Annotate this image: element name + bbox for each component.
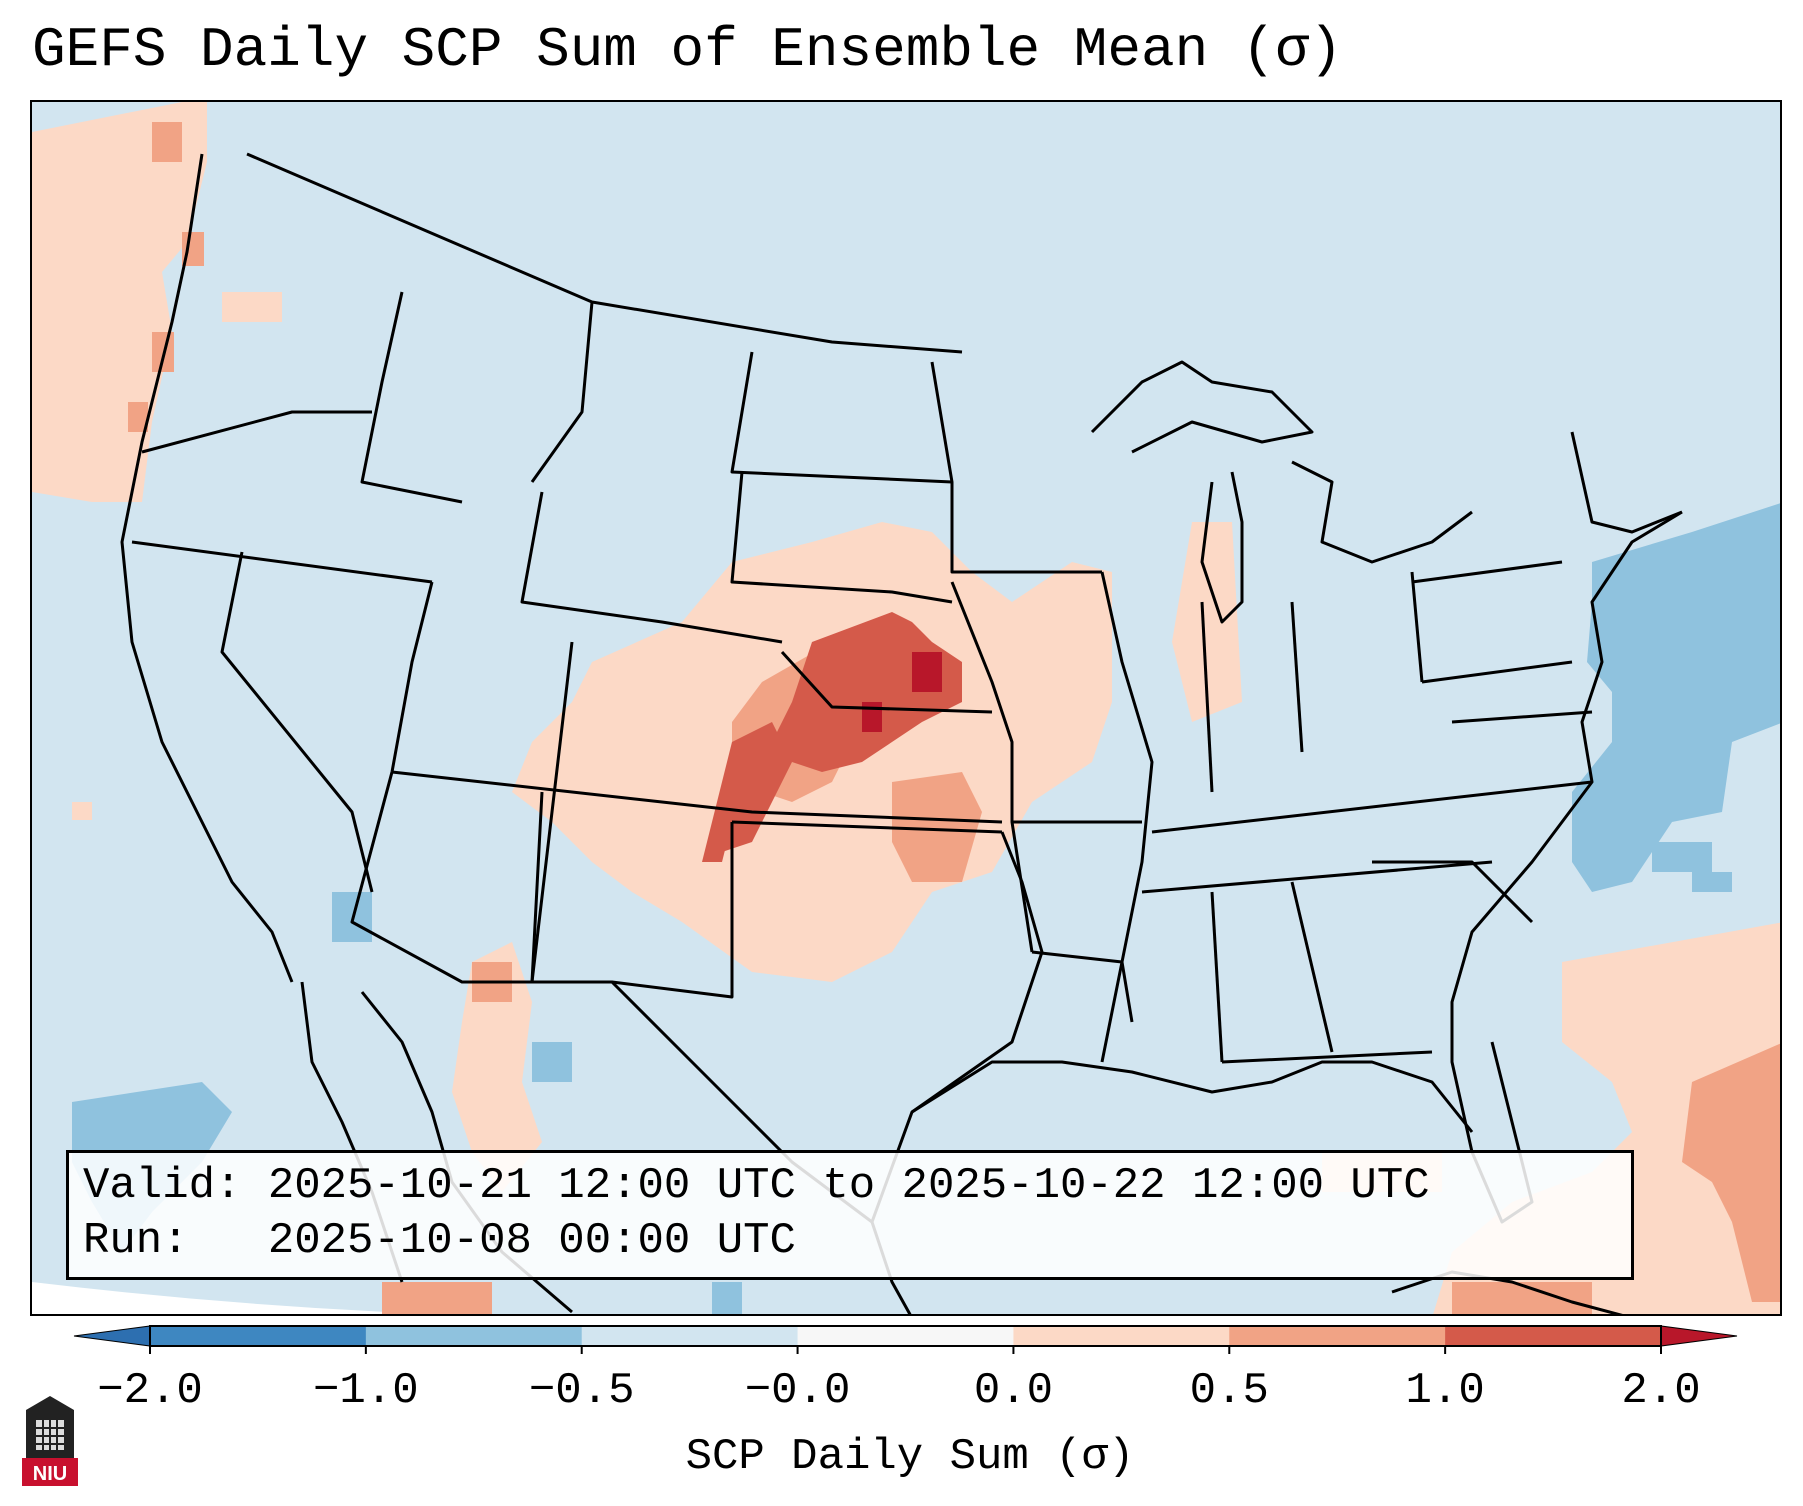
mn-ia-border bbox=[930, 361, 1102, 574]
colorbar-under-arrow bbox=[73, 1325, 151, 1347]
in-oh-border bbox=[1290, 601, 1304, 753]
ga-fl-border bbox=[1221, 1050, 1433, 1064]
anomaly-caribbean-strong bbox=[1452, 1043, 1780, 1314]
run-value: 2025-10-08 00:00 UTC bbox=[267, 1216, 796, 1266]
niu-logo: NIU bbox=[22, 1396, 78, 1486]
ca-nv-border bbox=[220, 551, 374, 893]
colorbar-label: SCP Daily Sum (σ) bbox=[685, 1432, 1135, 1482]
il-in-border bbox=[1200, 601, 1214, 793]
colorbar-tick-label: 0.5 bbox=[1189, 1366, 1269, 1416]
colorbar-segment bbox=[1229, 1326, 1446, 1346]
tn-south-border bbox=[1141, 860, 1493, 894]
logo-banner bbox=[22, 1458, 78, 1486]
nd-sd-border bbox=[730, 351, 953, 484]
colorbar-segment bbox=[1445, 1326, 1662, 1346]
nc-sc-border bbox=[1372, 860, 1534, 924]
lake-huron-erie bbox=[1291, 460, 1473, 564]
pa-south-border bbox=[1421, 660, 1573, 684]
colorbar-tick-label: −0.5 bbox=[528, 1366, 635, 1416]
ut-co-border bbox=[520, 491, 783, 644]
colorbar-segment bbox=[150, 1326, 367, 1346]
canada-border bbox=[246, 152, 963, 354]
anomaly-mexico-west-strong bbox=[382, 962, 512, 1314]
colorbar-outline bbox=[149, 1325, 1662, 1347]
valid-label: Valid: bbox=[83, 1161, 242, 1211]
or-ca-border bbox=[131, 540, 433, 584]
lake-michigan bbox=[1200, 471, 1244, 624]
ms-al-border bbox=[1210, 891, 1224, 1063]
anomaly-pacific-nw bbox=[32, 102, 282, 820]
colorbar bbox=[73, 1325, 1738, 1354]
gulf-coast bbox=[911, 1060, 1474, 1133]
ia-mo-border bbox=[950, 581, 1034, 953]
id-mt-border bbox=[360, 291, 463, 504]
colorbar-segment bbox=[581, 1326, 799, 1346]
colorbar-tick-label: 1.0 bbox=[1405, 1366, 1485, 1416]
run-label: Run: bbox=[83, 1216, 189, 1266]
logo-grid bbox=[36, 1420, 64, 1450]
colorbar-tick-label: 2.0 bbox=[1621, 1366, 1701, 1416]
mt-nd-border bbox=[530, 301, 594, 483]
oh-pa-border bbox=[1410, 571, 1424, 683]
mississippi-river bbox=[1100, 571, 1154, 1023]
colorbar-segments bbox=[150, 1326, 1662, 1346]
pacific-coast bbox=[120, 153, 294, 983]
new-england bbox=[1570, 431, 1683, 534]
logo-roof bbox=[26, 1396, 74, 1410]
colorbar-tick-label: −2.0 bbox=[97, 1366, 203, 1416]
map-svg bbox=[32, 102, 1780, 1314]
page-title: GEFS Daily SCP Sum of Ensemble Mean (σ) bbox=[32, 18, 1343, 82]
ks-ok-border bbox=[731, 820, 1003, 834]
anomaly-atlantic-negative bbox=[1572, 503, 1780, 892]
colorbar-segment bbox=[1013, 1326, 1230, 1346]
colorbar-segment bbox=[797, 1326, 1014, 1346]
lake-superior bbox=[1090, 360, 1314, 454]
nv-ut-border bbox=[390, 581, 434, 773]
va-nc-border bbox=[1451, 710, 1593, 724]
off-globe-region bbox=[32, 1282, 433, 1314]
anomaly-mexico-west bbox=[452, 942, 542, 1192]
map-panel bbox=[30, 100, 1782, 1316]
az-border bbox=[350, 771, 544, 984]
valid-value: 2025-10-21 12:00 UTC to 2025-10-22 12:00… bbox=[267, 1161, 1430, 1211]
sd-ne-border bbox=[730, 471, 953, 604]
colorbar-over-arrow bbox=[1660, 1325, 1738, 1347]
info-box: Valid: 2025-10-21 12:00 UTC to 2025-10-2… bbox=[66, 1150, 1634, 1280]
wa-or-border bbox=[141, 410, 372, 454]
colorbar-tick-label: 0.0 bbox=[973, 1366, 1054, 1416]
ky-tn-border bbox=[1151, 780, 1593, 834]
colorbar-tick-label: −1.0 bbox=[313, 1366, 419, 1416]
logo-text: NIU bbox=[33, 1463, 67, 1485]
al-ga-border bbox=[1290, 881, 1334, 1053]
co-nm-border bbox=[391, 770, 1003, 824]
colorbar-tick-label: −0.0 bbox=[744, 1366, 851, 1416]
ne-ks-border bbox=[780, 650, 993, 714]
colorbar-segment bbox=[365, 1326, 583, 1346]
pa-ny-border bbox=[1411, 560, 1563, 584]
